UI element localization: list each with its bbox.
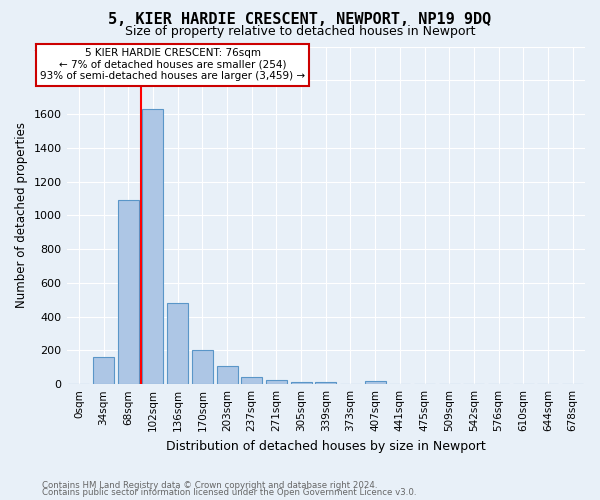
Bar <box>241 378 262 384</box>
Bar <box>192 350 213 384</box>
Text: 5, KIER HARDIE CRESCENT, NEWPORT, NP19 9DQ: 5, KIER HARDIE CRESCENT, NEWPORT, NP19 9… <box>109 12 491 28</box>
Bar <box>290 382 311 384</box>
Bar <box>167 303 188 384</box>
Bar <box>365 381 386 384</box>
Y-axis label: Number of detached properties: Number of detached properties <box>15 122 28 308</box>
Text: Contains HM Land Registry data © Crown copyright and database right 2024.: Contains HM Land Registry data © Crown c… <box>42 481 377 490</box>
Bar <box>266 380 287 384</box>
Bar <box>93 357 114 384</box>
Text: Contains public sector information licensed under the Open Government Licence v3: Contains public sector information licen… <box>42 488 416 497</box>
Bar <box>217 366 238 384</box>
Text: 5 KIER HARDIE CRESCENT: 76sqm
← 7% of detached houses are smaller (254)
93% of s: 5 KIER HARDIE CRESCENT: 76sqm ← 7% of de… <box>40 48 305 82</box>
Bar <box>118 200 139 384</box>
Bar <box>315 382 336 384</box>
Text: Size of property relative to detached houses in Newport: Size of property relative to detached ho… <box>125 25 475 38</box>
X-axis label: Distribution of detached houses by size in Newport: Distribution of detached houses by size … <box>166 440 485 452</box>
Bar <box>142 109 163 384</box>
